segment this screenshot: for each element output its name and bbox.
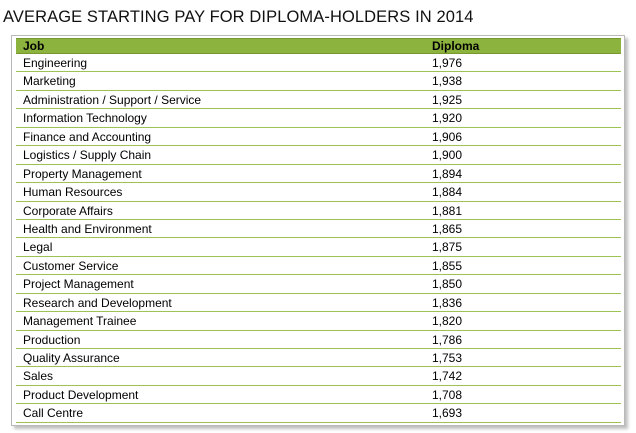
job-cell: Quality Assurance (23, 351, 120, 365)
table-row: Product Development 1,708 (16, 386, 621, 405)
job-cell: Administration / Support / Service (23, 92, 202, 107)
diploma-pay-cell: 1,900 (432, 148, 463, 163)
table-row: Marketing 1,938 (16, 72, 621, 91)
job-cell: Product Development (23, 387, 139, 402)
job-cell: Project Management (23, 277, 134, 292)
table-row: Logistics / Supply Chain 1,900 (16, 146, 621, 165)
job-cell: Research and Development (23, 295, 172, 310)
table-row: Administration / Support / Service 1,925 (16, 91, 621, 110)
table-row: Health and Environment 1,865 (16, 220, 621, 239)
job-cell: Finance and Accounting (23, 129, 152, 144)
table-row: Call Centre 1,693 (16, 404, 621, 423)
table-row: Property Management 1,894 (16, 165, 621, 184)
page-title: AVERAGE STARTING PAY FOR DIPLOMA-HOLDERS… (3, 8, 474, 26)
job-cell: Customer Service (23, 258, 119, 273)
diploma-pay-cell: 1,693 (432, 406, 463, 421)
diploma-pay-cell: 1,865 (432, 221, 463, 236)
job-cell: Sales (23, 369, 54, 384)
diploma-pay-cell: 1,820 (432, 314, 463, 329)
diploma-pay-cell: 1,894 (432, 166, 463, 181)
diploma-pay-cell: 1,881 (432, 203, 463, 218)
diploma-pay-cell: 1,884 (432, 185, 463, 200)
table-row: Corporate Affairs 1,881 (16, 202, 621, 220)
diploma-pay-cell: 1,786 (432, 332, 463, 347)
table-row: Engineering 1,976 (16, 54, 621, 73)
table-row: Finance and Accounting 1,906 (16, 128, 621, 147)
table-header-row: Job Diploma (16, 38, 621, 54)
job-cell: Logistics / Supply Chain (23, 148, 152, 163)
job-cell: Health and Environment (23, 221, 152, 236)
job-cell: Legal (23, 240, 53, 255)
table-row: Legal 1,875 (16, 238, 621, 257)
diploma-pay-cell: 1,742 (432, 369, 463, 384)
diploma-pay-cell: 1,938 (432, 74, 463, 89)
diploma-pay-cell: 1,920 (432, 111, 463, 126)
job-cell: Human Resources (23, 185, 123, 200)
diploma-pay-cell: 1,708 (432, 387, 463, 402)
diploma-pay-cell: 1,925 (432, 92, 463, 107)
table-row: Production 1,786 (16, 331, 621, 349)
salary-table: Job Diploma Engineering 1,976 Marketing 1,9… (16, 38, 621, 423)
column-header-diploma: Diploma (432, 39, 480, 53)
job-cell: Engineering (23, 56, 88, 70)
diploma-pay-cell: 1,850 (432, 277, 463, 292)
table-frame (11, 35, 625, 426)
table-row: Sales 1,742 (16, 367, 621, 386)
table-row: Project Management 1,850 (16, 275, 621, 294)
job-cell: Information Technology (23, 111, 147, 126)
diploma-pay-cell: 1,836 (432, 295, 463, 310)
diploma-pay-cell: 1,906 (432, 129, 463, 144)
diploma-pay-cell: 1,976 (432, 56, 463, 70)
column-header-job: Job (23, 39, 45, 53)
table-body: Engineering 1,976 Marketing 1,938 Administra… (16, 54, 621, 423)
table-row: Customer Service 1,855 (16, 257, 621, 276)
diploma-pay-cell: 1,875 (432, 240, 463, 255)
job-cell: Property Management (23, 166, 142, 181)
diploma-pay-cell: 1,753 (432, 351, 463, 365)
job-cell: Management Trainee (23, 314, 137, 329)
diploma-pay-cell: 1,855 (432, 258, 463, 273)
job-cell: Production (23, 332, 81, 347)
job-cell: Call Centre (23, 406, 84, 421)
table-row: Management Trainee 1,820 (16, 312, 621, 331)
job-cell: Corporate Affairs (23, 203, 113, 218)
table-row: Research and Development 1,836 (16, 294, 621, 313)
table-row: Human Resources 1,884 (16, 183, 621, 202)
table-row: Quality Assurance 1,753 (16, 349, 621, 368)
job-cell: Marketing (23, 74, 76, 89)
table-row: Information Technology 1,920 (16, 109, 621, 128)
